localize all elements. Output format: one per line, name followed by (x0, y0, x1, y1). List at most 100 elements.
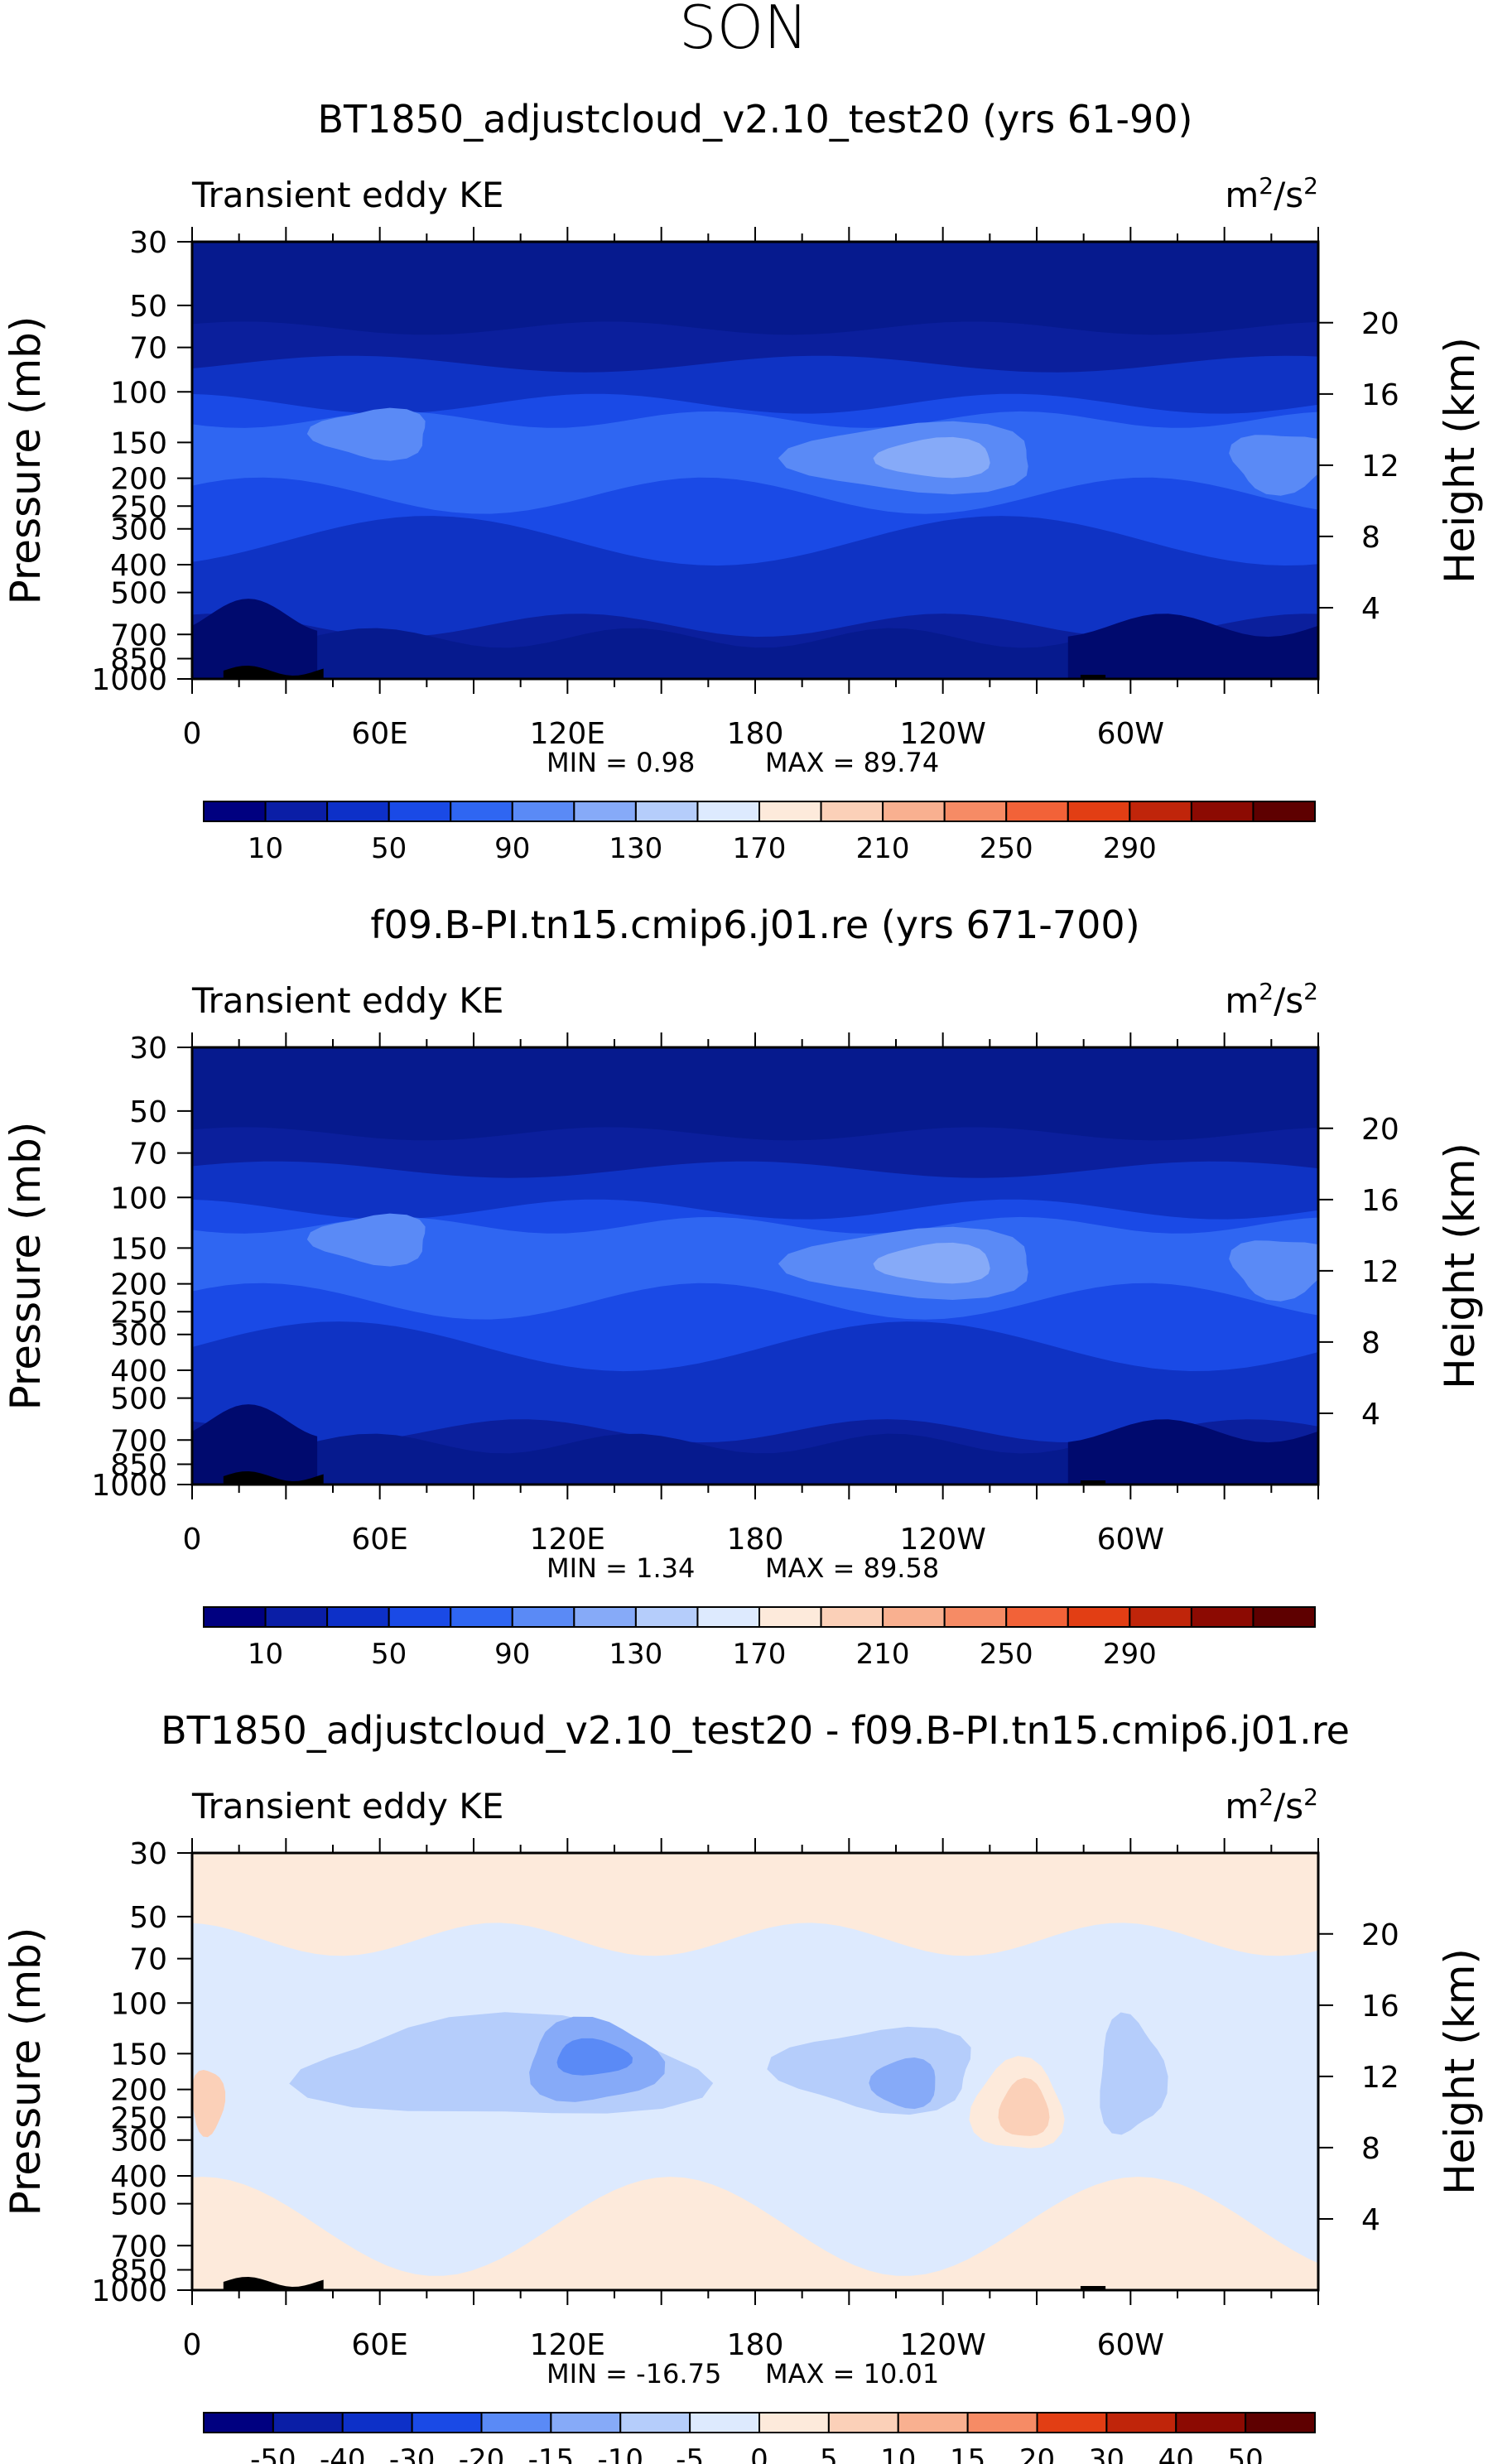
panel-3: BT1850_adjustcloud_v2.10_test20 - f09.B-… (2, 1708, 1484, 2464)
height-tick-label: 4 (1361, 592, 1380, 626)
x-tick-label: 0 (183, 717, 202, 751)
units-label: m2/s2 (1225, 172, 1318, 215)
colorbar-swatch (511, 1606, 575, 1628)
y-axis-title-right: Height (km) (1436, 1948, 1484, 2195)
colorbar-swatch (634, 1606, 699, 1628)
topography (223, 2277, 324, 2290)
y-tick-label: 1000 (91, 663, 167, 697)
height-tick-label: 12 (1361, 450, 1399, 484)
height-tick-label: 16 (1361, 1184, 1399, 1218)
contour-field (192, 1047, 1318, 1485)
y-axis-title-right: Height (km) (1436, 1143, 1484, 1389)
colorbar-label: 30 (1089, 2443, 1124, 2464)
contour-field (192, 1853, 1318, 2290)
x-tick-label: 120E (530, 717, 605, 751)
topography (223, 1471, 324, 1485)
y-tick-label: 400 (110, 549, 167, 583)
colorbar-swatch (511, 801, 575, 822)
y-tick-label: 50 (129, 1901, 167, 1935)
y-tick-label: 300 (110, 513, 167, 547)
y-tick-label: 850 (110, 643, 167, 677)
colorbar-label: 10 (248, 1638, 283, 1671)
colorbar-label: 5 (820, 2443, 838, 2464)
contour-core (998, 2077, 1050, 2136)
contour-band (192, 1433, 1318, 1485)
colorbar-label: -40 (320, 2443, 366, 2464)
topography (223, 666, 324, 679)
colorbar-swatch (634, 801, 699, 822)
y-tick-label: 850 (110, 2255, 167, 2288)
y-tick-label: 70 (129, 332, 167, 366)
colorbar-swatch (689, 2412, 760, 2433)
height-tick-label: 8 (1361, 2132, 1380, 2166)
colorbar-label: 170 (733, 1638, 787, 1671)
colorbar-swatch (1105, 2412, 1177, 2433)
x-tick-label: 60E (351, 2328, 408, 2362)
y-tick-label: 1000 (91, 1469, 167, 1503)
contour-band (1067, 1419, 1318, 1485)
colorbar-swatch (1005, 1606, 1069, 1628)
colorbar-label: -5 (676, 2443, 704, 2464)
colorbar-swatch (203, 801, 267, 822)
height-tick-label: 12 (1361, 1255, 1399, 1289)
colorbar-swatch (1036, 2412, 1108, 2433)
colorbar-label: -10 (597, 2443, 643, 2464)
colorbar-swatch (450, 1606, 513, 1628)
colorbar-swatch (827, 2412, 899, 2433)
x-tick-label: 180 (727, 717, 784, 751)
y-tick-label: 200 (110, 463, 167, 497)
colorbar-swatch (1252, 801, 1317, 822)
variable-label: Transient eddy KE (191, 175, 503, 215)
height-tick-label: 16 (1361, 1990, 1399, 2024)
colorbar-label: 250 (980, 832, 1033, 865)
colorbar-label: 50 (1227, 2443, 1263, 2464)
units-label: m2/s2 (1225, 1783, 1318, 1826)
y-tick-label: 100 (110, 1987, 167, 2021)
y-tick-label: 150 (110, 1232, 167, 1266)
colorbar-label: 210 (856, 832, 910, 865)
min-label: MIN = -16.75 (547, 2358, 721, 2389)
x-tick-label: 60E (351, 1523, 408, 1557)
y-tick-label: 850 (110, 1449, 167, 1483)
colorbar-label: 10 (248, 832, 283, 865)
height-tick-label: 12 (1361, 2061, 1399, 2095)
colorbar-swatch (820, 801, 884, 822)
colorbar-swatch (1067, 1606, 1131, 1628)
colorbar-swatch (1129, 1606, 1192, 1628)
y-tick-label: 1000 (91, 2274, 167, 2308)
colorbar-swatch (573, 1606, 637, 1628)
y-axis-title: Pressure (mb) (2, 316, 50, 605)
colorbar-swatch (480, 2412, 552, 2433)
panel-title: f09.B-PI.tn15.cmip6.j01.re (yrs 671-700) (370, 902, 1139, 947)
x-tick-label: 120W (900, 2328, 986, 2362)
y-tick-label: 50 (129, 290, 167, 324)
min-label: MIN = 0.98 (547, 747, 695, 778)
contour-band (192, 411, 1318, 514)
colorbar-label: 50 (371, 1638, 407, 1671)
y-tick-label: 30 (129, 1837, 167, 1871)
colorbar-label: 0 (750, 2443, 768, 2464)
y-tick-label: 30 (129, 1032, 167, 1066)
colorbar-swatch (882, 801, 946, 822)
colorbar-label: 90 (494, 1638, 530, 1671)
colorbar-label: 50 (371, 832, 407, 865)
units-label: m2/s2 (1225, 978, 1318, 1021)
colorbar-swatch (1175, 2412, 1247, 2433)
contour-core (306, 1213, 426, 1267)
colorbar-swatch (758, 1606, 822, 1628)
y-tick-label: 300 (110, 1319, 167, 1353)
colorbar-swatch (1067, 801, 1131, 822)
colorbar-swatch (264, 1606, 329, 1628)
colorbar-label: 20 (1019, 2443, 1055, 2464)
contour-band (1067, 614, 1318, 679)
colorbar-swatch (203, 1606, 267, 1628)
colorbar-swatch (943, 801, 1008, 822)
colorbar-swatch (1245, 2412, 1316, 2433)
y-tick-label: 500 (110, 1383, 167, 1417)
colorbar-label: 250 (980, 1638, 1033, 1671)
colorbar-swatch (966, 2412, 1038, 2433)
colorbar-swatch (388, 801, 452, 822)
min-label: MIN = 1.34 (547, 1552, 695, 1584)
y-tick-label: 50 (129, 1095, 167, 1129)
